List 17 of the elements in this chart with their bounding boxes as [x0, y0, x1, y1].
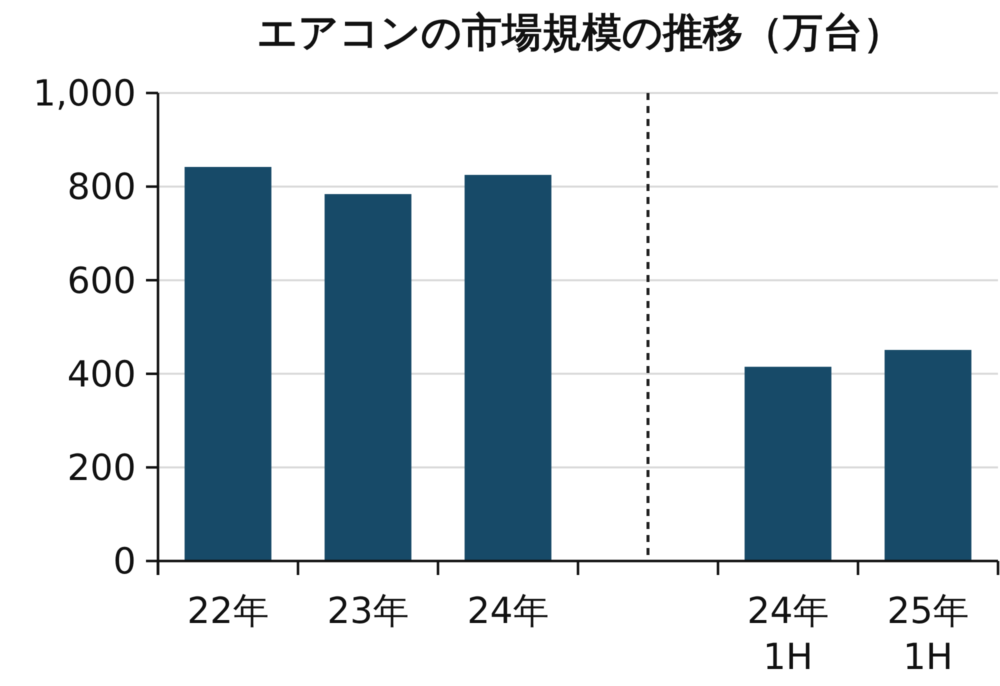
bar — [884, 350, 972, 561]
y-tick-label: 200 — [67, 448, 136, 489]
bar — [324, 194, 412, 561]
bar — [184, 166, 272, 561]
bar — [744, 366, 832, 561]
y-tick-label: 1,000 — [32, 74, 136, 115]
x-tick-label: 23年 — [327, 591, 409, 632]
x-tick-label: 22年 — [187, 591, 269, 632]
x-tick-label: 25年 1H — [887, 591, 969, 678]
y-tick-label: 400 — [67, 354, 136, 396]
x-tick-label: 24年 1H — [747, 591, 829, 678]
y-tick-label: 800 — [67, 167, 136, 208]
chart-title: エアコンの市場規模の推移（万台） — [257, 10, 903, 56]
x-tick-label: 24年 — [467, 591, 549, 632]
bar — [464, 174, 552, 561]
y-tick-label: 0 — [113, 542, 136, 583]
y-tick-label: 600 — [67, 260, 136, 302]
